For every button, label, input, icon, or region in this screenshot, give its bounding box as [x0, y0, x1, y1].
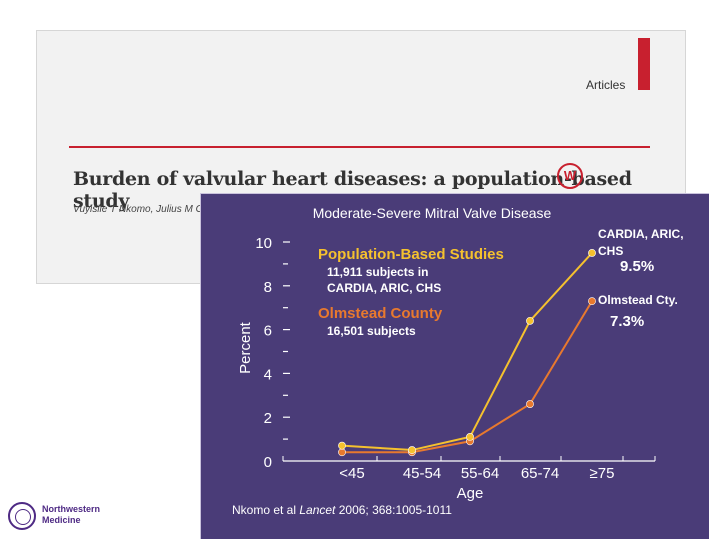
northwestern-seal-icon	[8, 502, 36, 530]
chart-panel	[200, 193, 709, 539]
chart-title: Moderate-Severe Mitral Valve Disease	[313, 205, 552, 221]
data-point-cardia	[338, 441, 346, 450]
citation-journal: Lancet	[299, 503, 336, 517]
data-point-olmstead	[338, 448, 346, 457]
data-point-olmstead	[588, 297, 596, 306]
data-point-cardia	[588, 249, 596, 257]
y-tick-label: 6	[264, 323, 272, 340]
series-cardia-label-line1: CARDIA, ARIC,	[598, 227, 684, 241]
population-studies-line2: CARDIA, ARIC, CHS	[327, 281, 441, 295]
population-studies-line1: 11,911 subjects in	[327, 265, 428, 279]
olmstead-county-line1: 16,501 subjects	[327, 324, 416, 338]
x-tick-label: 55-64	[461, 465, 499, 482]
series-cardia-label-line2: CHS	[598, 244, 623, 258]
data-point-cardia	[526, 316, 534, 325]
series-olmstead-end-value: 7.3%	[610, 313, 644, 330]
x-axis-label: Age	[457, 485, 484, 502]
citation: Nkomo et al Lancet 2006; 368:1005-1011	[232, 503, 452, 517]
article-section-label: Articles	[586, 78, 626, 92]
population-studies-title: Population-Based Studies	[318, 246, 504, 263]
chart-series	[338, 249, 596, 457]
olmstead-county-title: Olmstead County	[318, 305, 443, 322]
y-tick-label: 0	[264, 454, 272, 471]
citation-suffix: 2006; 368:1005-1011	[335, 503, 452, 517]
logo-line1: Northwestern	[42, 504, 101, 514]
data-point-cardia	[466, 433, 474, 441]
logo-text: Northwestern Medicine	[42, 504, 100, 526]
x-tick-label: <45	[339, 465, 364, 482]
x-tick-label: 45-54	[403, 465, 441, 482]
x-tick-label: 65-74	[521, 465, 559, 482]
article-authors: Vuyisile T Nkomo, Julius M Ga	[73, 204, 209, 215]
article-divider	[69, 146, 650, 148]
northwestern-medicine-logo: Northwestern Medicine	[6, 500, 206, 536]
citation-prefix: Nkomo et al	[232, 503, 299, 517]
logo-line2: Medicine	[42, 515, 81, 525]
y-tick-label: 2	[264, 410, 272, 427]
article-badge-icon: W	[557, 163, 583, 189]
data-point-olmstead	[526, 400, 534, 408]
y-tick-label: 8	[264, 279, 272, 296]
data-point-cardia	[408, 446, 416, 454]
journal-red-bar	[638, 38, 650, 90]
article-title: Burden of valvular heart diseases: a pop…	[73, 168, 632, 212]
y-tick-label: 4	[264, 366, 272, 383]
x-tick-label: ≥75	[590, 465, 615, 482]
series-olmstead-label: Olmstead Cty.	[598, 293, 678, 307]
y-axis-label: Percent	[237, 321, 254, 374]
y-tick-label: 10	[255, 235, 272, 252]
chart-axes: 0 2 4 6 8 10 <45 45-54 55-64 65-74 ≥75	[255, 235, 656, 482]
series-cardia-end-value: 9.5%	[620, 258, 654, 275]
